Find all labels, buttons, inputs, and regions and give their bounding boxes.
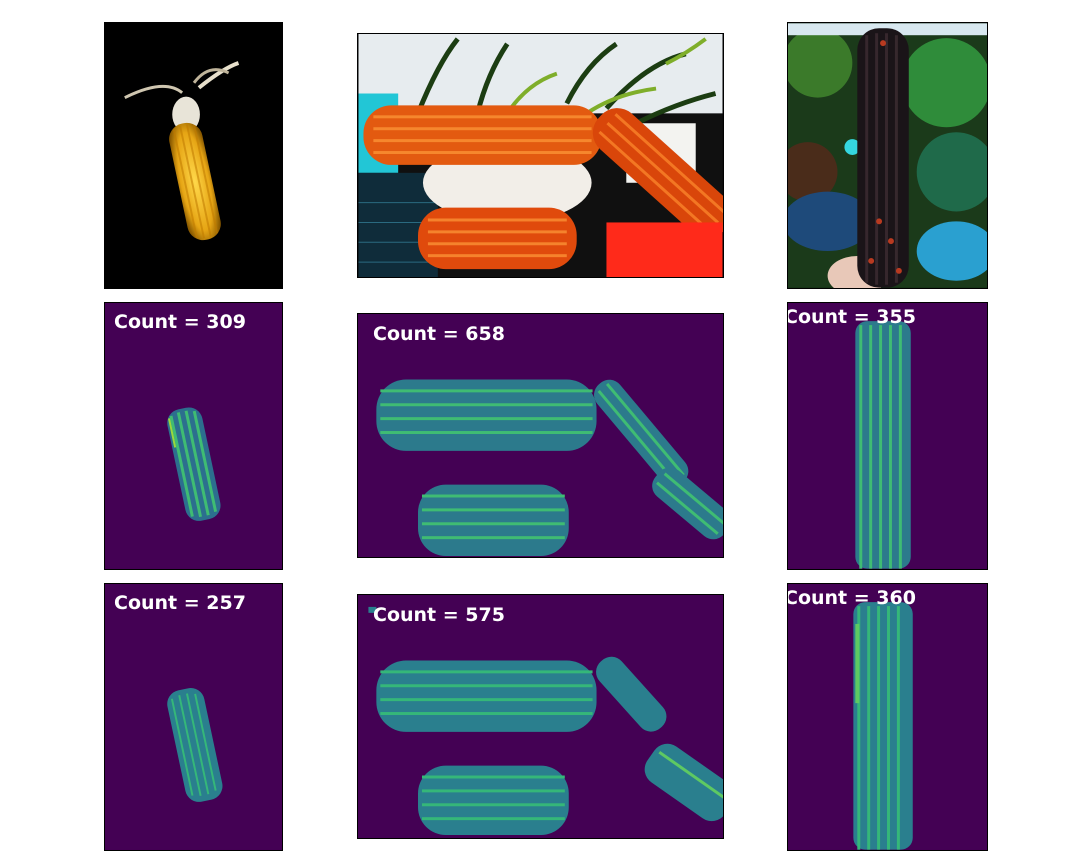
count-label: Count = 658 [373,323,505,345]
density-map-r1-c3: Count = 355 [787,302,988,570]
corn-photo-graphic [788,23,987,288]
density-map-graphic [788,584,987,850]
density-map-graphic [358,314,723,557]
count-label: Count = 309 [114,311,246,333]
photo-corn-single-yellow [104,22,283,289]
density-map-graphic [105,303,282,569]
corn-photo-graphic [105,23,282,288]
density-map-r2-c1: Count = 257 [104,583,283,851]
density-map-graphic [105,584,282,850]
count-label: Count = 360 [787,587,916,609]
density-map-r1-c1: Count = 309 [104,302,283,570]
count-label: Count = 257 [114,592,246,614]
photo-corn-dark-held [787,22,988,289]
count-label: Count = 575 [373,604,505,626]
density-map-r2-c2: Count = 575 [357,594,724,839]
corn-photo-graphic [358,34,723,277]
density-map-r2-c3: Count = 360 [787,583,988,851]
photo-corn-three-red [357,33,724,278]
count-label: Count = 355 [787,306,916,328]
density-map-r1-c2: Count = 658 [357,313,724,558]
density-map-graphic [788,303,987,569]
density-map-graphic [358,595,723,838]
